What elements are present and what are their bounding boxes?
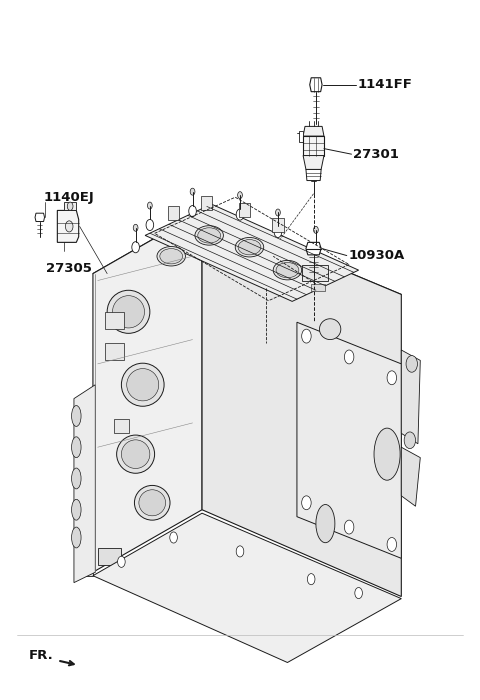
Ellipse shape bbox=[127, 369, 159, 401]
Bar bbox=[311, 284, 325, 291]
Polygon shape bbox=[306, 242, 321, 255]
Circle shape bbox=[312, 244, 320, 255]
Ellipse shape bbox=[72, 527, 81, 548]
Polygon shape bbox=[74, 385, 96, 582]
Ellipse shape bbox=[72, 405, 81, 426]
Circle shape bbox=[387, 371, 396, 385]
Polygon shape bbox=[35, 214, 45, 221]
Text: 10930A: 10930A bbox=[348, 249, 405, 262]
Text: 1140EJ: 1140EJ bbox=[43, 190, 94, 204]
Circle shape bbox=[404, 432, 416, 449]
Polygon shape bbox=[97, 548, 121, 566]
Ellipse shape bbox=[72, 499, 81, 520]
Ellipse shape bbox=[238, 239, 261, 255]
Ellipse shape bbox=[117, 435, 155, 473]
Polygon shape bbox=[93, 211, 202, 572]
Circle shape bbox=[190, 188, 195, 195]
Polygon shape bbox=[401, 447, 420, 506]
Polygon shape bbox=[145, 204, 359, 302]
Polygon shape bbox=[93, 513, 401, 662]
Circle shape bbox=[301, 496, 311, 510]
Circle shape bbox=[355, 587, 362, 598]
Ellipse shape bbox=[72, 468, 81, 489]
Ellipse shape bbox=[157, 246, 185, 266]
Polygon shape bbox=[297, 322, 401, 559]
Circle shape bbox=[313, 226, 318, 233]
Circle shape bbox=[387, 538, 396, 552]
Bar bbox=[201, 196, 213, 210]
Bar bbox=[114, 419, 129, 433]
Ellipse shape bbox=[276, 262, 299, 278]
Bar bbox=[272, 218, 284, 232]
Circle shape bbox=[323, 382, 384, 472]
Ellipse shape bbox=[235, 237, 264, 257]
Ellipse shape bbox=[107, 290, 150, 333]
Ellipse shape bbox=[72, 437, 81, 458]
Ellipse shape bbox=[316, 505, 335, 542]
Polygon shape bbox=[401, 350, 420, 444]
Circle shape bbox=[147, 202, 152, 209]
Polygon shape bbox=[310, 78, 322, 92]
Circle shape bbox=[276, 209, 280, 216]
Polygon shape bbox=[74, 562, 93, 575]
Circle shape bbox=[406, 356, 418, 372]
Text: 1141FF: 1141FF bbox=[358, 78, 412, 91]
Circle shape bbox=[307, 573, 315, 584]
Ellipse shape bbox=[121, 440, 150, 468]
Bar bbox=[105, 343, 124, 360]
Ellipse shape bbox=[374, 428, 400, 480]
Circle shape bbox=[313, 368, 394, 485]
Circle shape bbox=[236, 209, 244, 220]
Polygon shape bbox=[57, 211, 79, 242]
Circle shape bbox=[274, 226, 282, 237]
Polygon shape bbox=[93, 211, 401, 357]
Text: 27301: 27301 bbox=[353, 148, 399, 161]
Ellipse shape bbox=[198, 228, 220, 243]
Circle shape bbox=[236, 546, 244, 557]
Bar bbox=[301, 265, 328, 281]
Polygon shape bbox=[202, 211, 401, 596]
Circle shape bbox=[189, 206, 196, 217]
Circle shape bbox=[65, 220, 73, 232]
Circle shape bbox=[170, 532, 178, 543]
Bar bbox=[239, 203, 251, 217]
Polygon shape bbox=[303, 136, 324, 155]
Circle shape bbox=[340, 405, 368, 447]
Ellipse shape bbox=[134, 485, 170, 520]
Circle shape bbox=[67, 202, 73, 211]
Polygon shape bbox=[306, 169, 321, 181]
Circle shape bbox=[146, 219, 154, 230]
Circle shape bbox=[238, 192, 242, 199]
Ellipse shape bbox=[121, 363, 164, 406]
Bar bbox=[105, 312, 124, 329]
Ellipse shape bbox=[160, 248, 182, 264]
Circle shape bbox=[344, 350, 354, 364]
Ellipse shape bbox=[320, 318, 341, 340]
Text: 27305: 27305 bbox=[47, 262, 92, 274]
Polygon shape bbox=[303, 127, 324, 136]
Circle shape bbox=[301, 329, 311, 343]
Circle shape bbox=[344, 520, 354, 534]
Ellipse shape bbox=[273, 260, 301, 280]
Ellipse shape bbox=[139, 490, 166, 516]
Circle shape bbox=[132, 241, 139, 253]
Circle shape bbox=[133, 224, 138, 231]
Ellipse shape bbox=[112, 295, 144, 328]
Polygon shape bbox=[300, 131, 303, 141]
Bar bbox=[168, 206, 179, 220]
Ellipse shape bbox=[195, 225, 223, 245]
Text: FR.: FR. bbox=[29, 649, 54, 662]
Polygon shape bbox=[303, 155, 324, 169]
Circle shape bbox=[118, 556, 125, 568]
Polygon shape bbox=[64, 202, 76, 211]
